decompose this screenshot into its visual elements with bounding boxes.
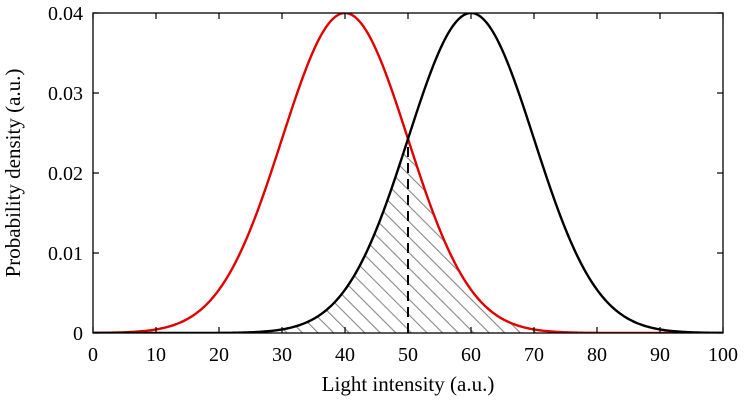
y-tick-label: 0.01: [48, 243, 83, 265]
y-tick-label: 0.02: [48, 163, 83, 185]
x-tick-label: 50: [398, 344, 418, 366]
y-axis-label: Probability density (a.u.): [1, 69, 25, 278]
x-tick-label: 80: [587, 344, 607, 366]
x-tick-label: 30: [272, 344, 292, 366]
y-tick-label: 0: [73, 323, 83, 345]
x-tick-label: 70: [524, 344, 544, 366]
x-tick-label: 0: [88, 344, 98, 366]
x-axis-label: Light intensity (a.u.): [322, 372, 495, 396]
x-tick-label: 100: [708, 344, 738, 366]
x-axis: 0 10 20 30 40 50 60 70 80 90 100: [88, 13, 738, 366]
x-tick-label: 90: [650, 344, 670, 366]
y-tick-label: 0.03: [48, 83, 83, 105]
x-tick-label: 60: [461, 344, 481, 366]
x-tick-label: 10: [146, 344, 166, 366]
x-tick-label: 40: [335, 344, 355, 366]
y-axis: 0 0.01 0.02 0.03 0.04: [48, 3, 723, 345]
x-tick-label: 20: [209, 344, 229, 366]
y-tick-label: 0.04: [48, 3, 83, 25]
